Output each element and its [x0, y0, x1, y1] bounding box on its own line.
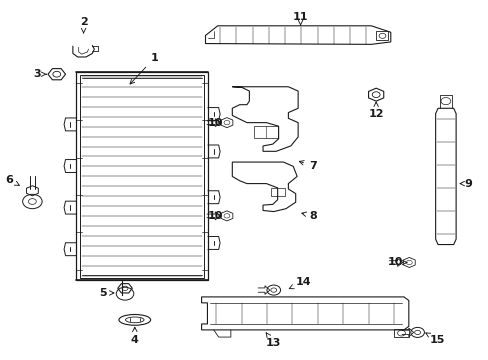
- Text: 3: 3: [33, 69, 46, 79]
- Bar: [76, 72, 207, 280]
- Text: 10: 10: [207, 211, 223, 221]
- Text: 5: 5: [99, 288, 114, 298]
- Bar: [393, 329, 408, 337]
- Text: 15: 15: [425, 333, 444, 345]
- Bar: [270, 188, 285, 196]
- Text: 4: 4: [131, 327, 139, 345]
- Bar: [80, 75, 203, 278]
- Text: 9: 9: [459, 179, 471, 189]
- Text: 10: 10: [387, 257, 406, 267]
- Text: 8: 8: [301, 211, 316, 221]
- Text: 14: 14: [289, 277, 310, 289]
- Text: 1: 1: [130, 53, 158, 84]
- Text: 6: 6: [5, 175, 20, 185]
- Text: 2: 2: [80, 17, 87, 33]
- Text: 7: 7: [299, 161, 316, 171]
- Text: 12: 12: [367, 102, 383, 119]
- Text: 10: 10: [207, 118, 223, 128]
- Bar: [375, 31, 387, 40]
- Bar: [254, 126, 277, 138]
- Text: 13: 13: [265, 333, 281, 348]
- Text: 11: 11: [292, 12, 308, 25]
